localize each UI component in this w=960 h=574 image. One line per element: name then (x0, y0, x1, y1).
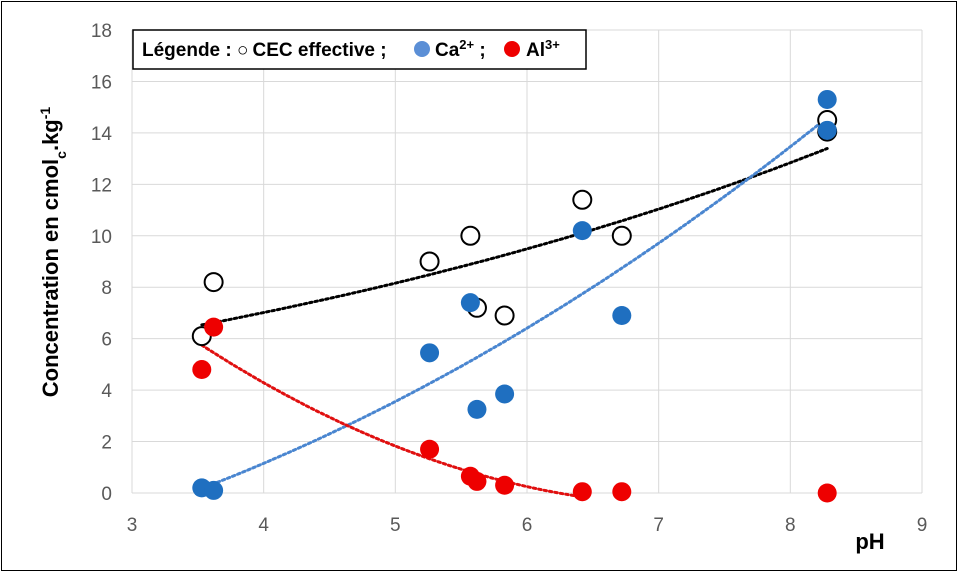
data-point-series-0 (203, 272, 224, 293)
data-point-series-1 (817, 120, 837, 140)
trendline-series-2 (200, 343, 584, 499)
data-point-series-0 (419, 251, 440, 272)
y-tick-label: 4 (101, 381, 112, 402)
data-point-series-1 (817, 89, 837, 109)
data-point-series-0 (460, 225, 481, 246)
x-tick-labels: 3 4 5 6 7 8 9 (127, 515, 928, 536)
data-points (191, 89, 838, 503)
y-tick-label: 18 (91, 21, 112, 42)
data-point-series-2 (495, 475, 515, 495)
legend-ca-sep: ; (474, 40, 486, 61)
y-tick-label: 12 (91, 175, 112, 196)
data-point-series-2 (817, 483, 837, 503)
data-point-series-0 (611, 225, 632, 246)
y-axis-title-mid: .kg (38, 119, 63, 151)
legend-cec-marker: ○ (237, 40, 248, 61)
data-point-series-1 (460, 293, 480, 313)
data-point-series-2 (192, 360, 212, 380)
y-axis-title-sup: -1 (37, 107, 53, 120)
legend-al-charge: 3+ (545, 37, 560, 52)
data-point-series-2 (420, 439, 440, 459)
x-axis-title: pH (855, 529, 884, 554)
y-tick-label: 2 (101, 433, 112, 454)
data-point-series-1 (612, 306, 632, 326)
legend-al-text: Al3+ (526, 37, 560, 62)
y-tick-labels: 0 2 4 6 8 10 12 14 16 18 (91, 21, 113, 505)
y-tick-label: 6 (101, 330, 112, 351)
legend-ca-label: Ca (435, 40, 460, 61)
legend-text: Légende : ○ CEC effective ; (142, 40, 387, 61)
data-point-series-1 (204, 480, 224, 500)
x-tick-label: 9 (917, 515, 928, 536)
data-point-series-1 (572, 221, 592, 241)
data-point-series-1 (467, 399, 487, 419)
y-axis-title-main: Concentration en cmol (38, 159, 63, 397)
y-axis-title-sub: c (53, 151, 69, 159)
legend-ca-marker (414, 41, 430, 57)
legend-prefix: Légende : (142, 40, 237, 61)
legend: Légende : ○ CEC effective ; Ca2+ ; Al3+ (132, 29, 587, 70)
y-axis-title: Concentration en cmolc.kg-1 (37, 107, 69, 398)
y-tick-label: 0 (101, 484, 112, 505)
data-point-series-1 (495, 384, 515, 404)
y-tick-label: 16 (91, 72, 112, 93)
data-point-series-2 (204, 317, 224, 337)
data-point-series-0 (494, 305, 515, 326)
data-point-series-2 (467, 471, 487, 491)
x-tick-label: 8 (785, 515, 796, 536)
data-point-series-2 (612, 482, 632, 502)
data-point-series-1 (420, 343, 440, 363)
trendline-series-0 (200, 147, 829, 327)
legend-cec-label: CEC effective ; (253, 40, 387, 61)
grid-lines (131, 29, 923, 494)
x-tick-label: 6 (522, 515, 533, 536)
legend-al-marker (504, 41, 520, 57)
data-point-series-0 (572, 189, 593, 210)
legend-ca-charge: 2+ (459, 37, 474, 52)
y-tick-label: 10 (91, 227, 112, 248)
x-tick-label: 5 (390, 515, 401, 536)
x-tick-label: 3 (127, 515, 138, 536)
trendlines (200, 116, 829, 499)
y-tick-label: 14 (91, 124, 113, 145)
y-tick-label: 8 (101, 278, 112, 299)
trendline-series-1 (200, 116, 829, 490)
legend-ca-text: Ca2+ ; (435, 37, 486, 62)
data-point-series-2 (572, 482, 592, 502)
x-tick-label: 7 (653, 515, 664, 536)
x-tick-label: 4 (258, 515, 269, 536)
legend-al-label: Al (526, 40, 545, 61)
